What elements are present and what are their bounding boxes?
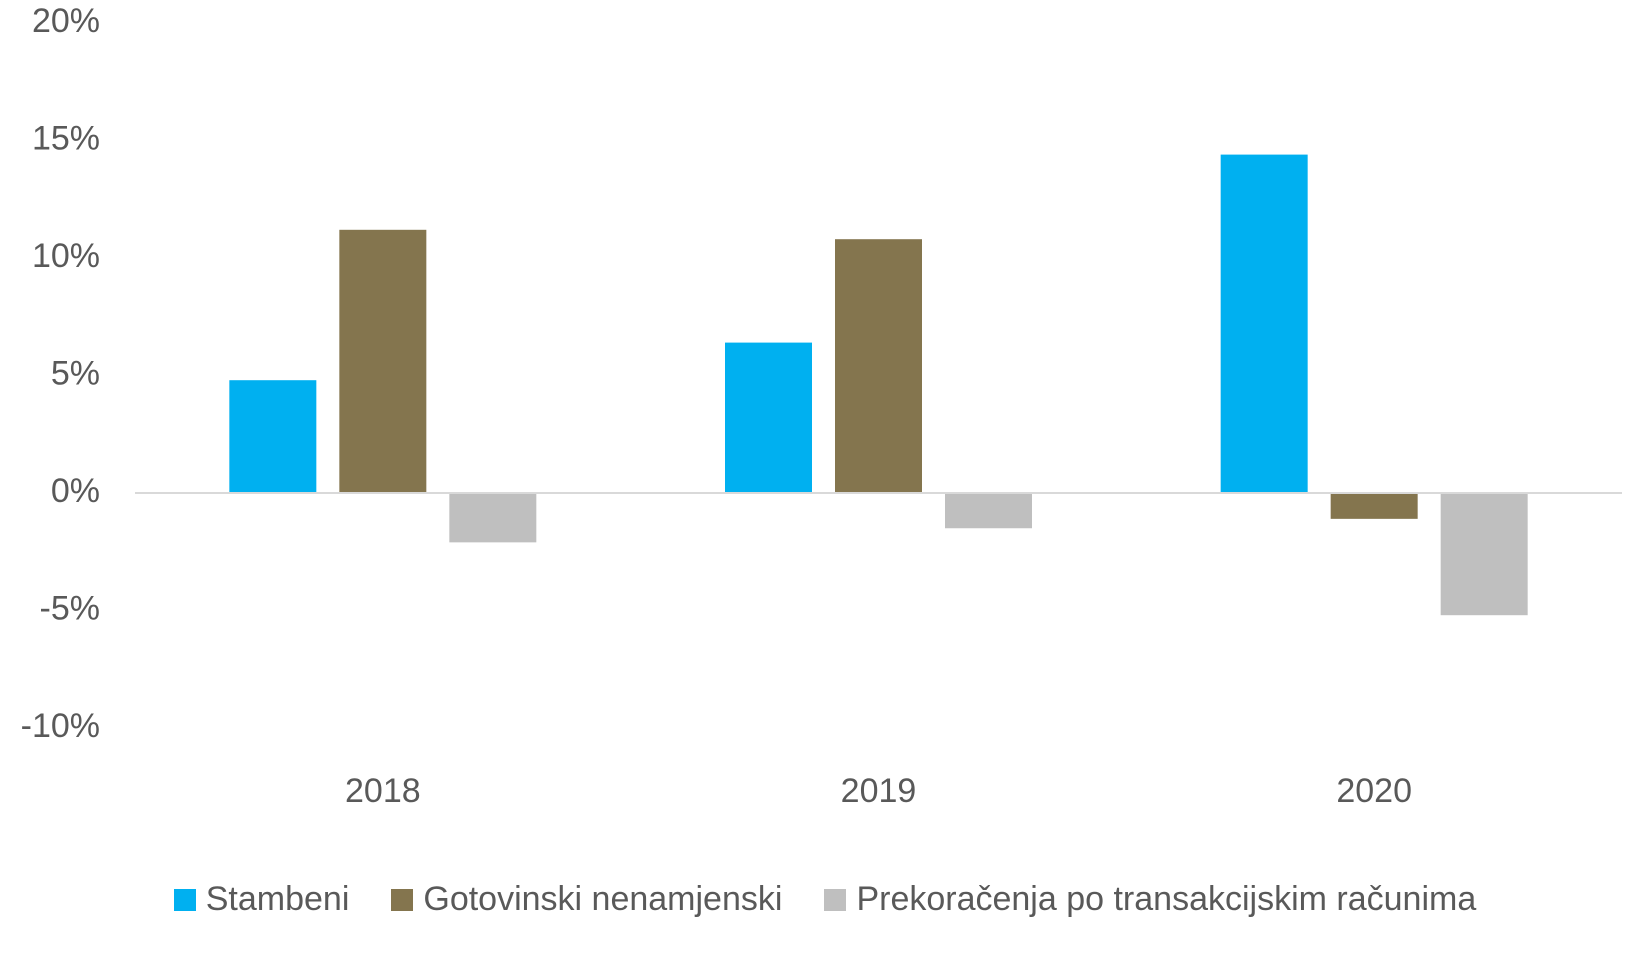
bar-2019-series-1 <box>725 342 812 493</box>
legend-label: Stambeni <box>205 880 350 918</box>
x-tick-label: 2018 <box>345 772 421 810</box>
y-tick-label: 15% <box>32 119 100 157</box>
bar-2018-series-2 <box>339 229 427 494</box>
legend-item: Gotovinski nenamjenski <box>391 880 782 919</box>
plot-area <box>229 154 1528 616</box>
y-tick-label: -10% <box>21 707 100 745</box>
bar-2020-series-3 <box>1440 493 1528 616</box>
bar-2020-series-2 <box>1330 493 1418 519</box>
legend-swatch <box>391 888 414 911</box>
bar-2019-series-2 <box>835 239 922 493</box>
y-tick-label: 5% <box>51 354 100 392</box>
legend-swatch <box>824 888 847 911</box>
bar-2020-series-1 <box>1220 154 1308 493</box>
legend: Stambeni Gotovinski nenamjenski Prekoračen… <box>0 880 1650 919</box>
y-tick-label: 10% <box>32 237 100 275</box>
bar-2018-series-1 <box>229 380 317 493</box>
x-tick-label: 2020 <box>1336 772 1412 810</box>
legend-item: Stambeni <box>173 880 350 919</box>
x-axis: 2018 2019 2020 <box>345 772 1412 810</box>
y-tick-label: -5% <box>40 589 100 627</box>
y-tick-label: 0% <box>51 472 100 510</box>
x-tick-label: 2019 <box>841 772 917 810</box>
y-tick-label: 20% <box>32 2 100 40</box>
legend-item: Prekoračenja po transakcijskim računima <box>824 880 1476 919</box>
y-axis: 20% 15% 10% 5% 0% -5% -10% <box>21 2 100 745</box>
bar-2019-series-3 <box>945 493 1032 529</box>
legend-swatch <box>173 888 196 911</box>
bar-2018-series-3 <box>449 493 537 543</box>
legend-label: Prekoračenja po transakcijskim računima <box>856 880 1477 918</box>
legend-label: Gotovinski nenamjenski <box>423 880 783 918</box>
